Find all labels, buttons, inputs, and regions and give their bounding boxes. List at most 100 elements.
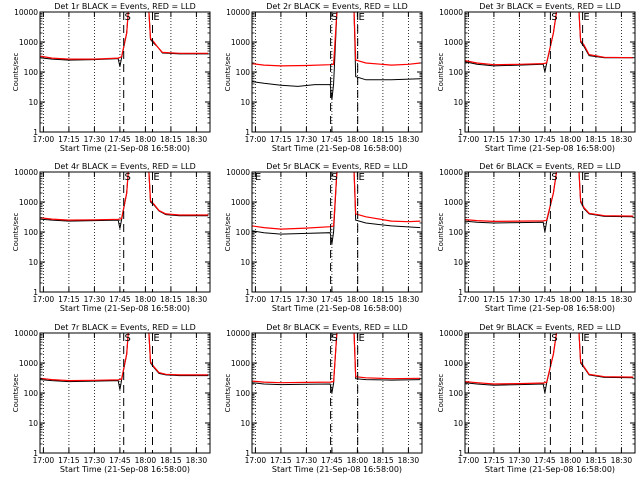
x-tick-label: 17:30 [296, 456, 318, 465]
y-axis-label: Counts/sec [437, 53, 445, 92]
series-events-line [252, 333, 421, 394]
x-tick-label: 17:15 [270, 295, 292, 304]
x-tick-label: 17:30 [84, 456, 106, 465]
x-tick-label: 18:00 [560, 456, 582, 465]
x-axis-label: Start Time (21-Sep-08 16:58:00) [272, 465, 402, 474]
x-tick-label: 17:30 [509, 456, 531, 465]
event-marker-label: S [125, 333, 131, 344]
event-marker-label: S [125, 12, 131, 23]
panel-title: Det 9r BLACK = Events, RED = LLD [479, 323, 621, 332]
y-tick-label: 1 [33, 128, 38, 137]
y-tick-label: 1000 [19, 198, 38, 207]
y-tick-label: 1000 [444, 38, 463, 47]
event-marker-label: E [359, 172, 365, 183]
y-tick-label: 1000 [444, 359, 463, 368]
y-tick-label: 1 [458, 128, 463, 137]
y-tick-label: 10000 [14, 329, 38, 338]
series-lld-line [252, 333, 421, 384]
x-tick-label: 17:45 [321, 295, 343, 304]
x-tick-label: 17:30 [296, 135, 318, 144]
panel-title: Det 3r BLACK = Events, RED = LLD [479, 2, 621, 11]
x-tick-label: 17:00 [458, 456, 480, 465]
x-tick-label: 17:45 [321, 456, 343, 465]
y-tick-label: 1000 [444, 198, 463, 207]
x-axis-label: Start Time (21-Sep-08 16:58:00) [485, 144, 615, 153]
y-tick-label: 10 [28, 419, 38, 428]
event-marker-label: S [331, 172, 337, 183]
x-tick-label: 18:00 [135, 456, 157, 465]
x-tick-label: 17:00 [245, 456, 267, 465]
event-marker-label: E [255, 172, 261, 183]
x-tick-label: 17:15 [58, 456, 80, 465]
y-tick-label: 1000 [231, 38, 250, 47]
x-axis-label: Start Time (21-Sep-08 16:58:00) [485, 465, 615, 474]
x-tick-label: 18:00 [560, 295, 582, 304]
y-tick-label: 1 [33, 449, 38, 458]
x-tick-label: 18:00 [560, 135, 582, 144]
y-tick-label: 10 [240, 98, 250, 107]
series-lld-line [252, 172, 421, 230]
y-tick-label: 10000 [439, 329, 463, 338]
y-tick-label: 1 [33, 288, 38, 297]
x-tick-label: 18:15 [585, 295, 607, 304]
y-tick-label: 10 [28, 98, 38, 107]
x-tick-label: 17:30 [509, 135, 531, 144]
y-tick-label: 10000 [226, 8, 250, 17]
x-axis-label: Start Time (21-Sep-08 16:58:00) [272, 304, 402, 313]
y-tick-label: 10 [453, 98, 463, 107]
y-tick-label: 1000 [231, 198, 250, 207]
panel-title: Det 6r BLACK = Events, RED = LLD [479, 162, 621, 171]
y-axis-label: Counts/sec [224, 374, 232, 413]
x-tick-label: 17:00 [33, 456, 55, 465]
series-lld-line [465, 12, 634, 66]
x-tick-label: 17:30 [84, 135, 106, 144]
y-tick-label: 1000 [19, 38, 38, 47]
series-lld-line [465, 172, 634, 223]
x-tick-label: 17:00 [245, 295, 267, 304]
x-tick-label: 18:15 [372, 135, 394, 144]
event-marker-label: S [551, 172, 557, 183]
x-tick-label: 18:30 [398, 135, 420, 144]
y-axis-label: Counts/sec [224, 213, 232, 252]
y-tick-label: 10 [28, 258, 38, 267]
panel-title: Det 5r BLACK = Events, RED = LLD [266, 162, 408, 171]
x-tick-label: 17:45 [109, 135, 131, 144]
x-tick-label: 18:30 [186, 135, 208, 144]
y-tick-label: 10 [453, 419, 463, 428]
x-tick-label: 18:30 [611, 456, 633, 465]
x-tick-label: 17:30 [509, 295, 531, 304]
x-tick-label: 18:00 [347, 295, 369, 304]
panel-title: Det 2r BLACK = Events, RED = LLD [266, 2, 408, 11]
series-events-line [252, 12, 421, 100]
y-axis-label: Counts/sec [437, 213, 445, 252]
y-tick-label: 1 [245, 128, 250, 137]
x-axis-label: Start Time (21-Sep-08 16:58:00) [60, 144, 190, 153]
series-lld-line [40, 172, 209, 221]
y-axis-label: Counts/sec [224, 53, 232, 92]
x-tick-label: 17:00 [245, 135, 267, 144]
x-tick-label: 18:15 [372, 295, 394, 304]
x-axis-label: Start Time (21-Sep-08 16:58:00) [485, 304, 615, 313]
x-tick-label: 17:15 [483, 135, 505, 144]
y-tick-label: 100 [236, 228, 251, 237]
x-tick-label: 18:30 [186, 295, 208, 304]
y-axis-label: Counts/sec [12, 213, 20, 252]
event-marker-label: S [331, 12, 337, 23]
x-tick-label: 18:30 [611, 135, 633, 144]
y-tick-label: 10000 [439, 168, 463, 177]
event-marker-label: S [551, 12, 557, 23]
event-marker-label: E [583, 172, 589, 183]
y-tick-label: 100 [449, 228, 464, 237]
series-lld-line [252, 12, 421, 67]
y-tick-label: 100 [236, 68, 251, 77]
x-tick-label: 18:30 [398, 295, 420, 304]
event-marker-label: E [153, 333, 159, 344]
x-tick-label: 18:00 [135, 135, 157, 144]
